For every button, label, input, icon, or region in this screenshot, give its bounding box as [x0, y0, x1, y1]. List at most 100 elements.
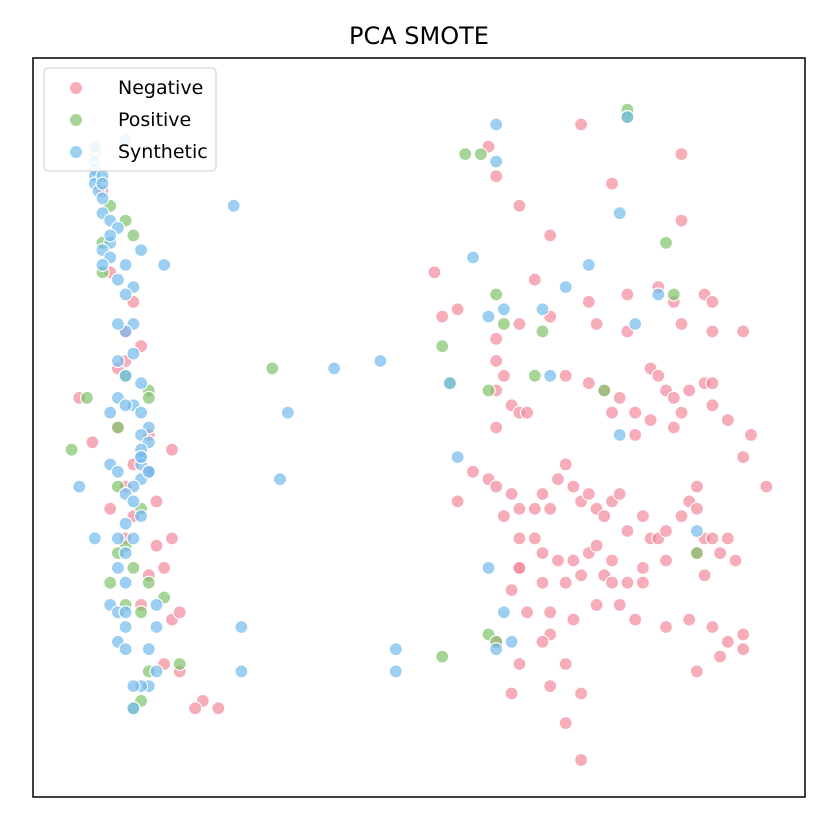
point-negative-137 — [573, 752, 589, 768]
point-negative-142 — [612, 597, 627, 613]
point-negative-162 — [697, 568, 712, 583]
point-negative-65 — [581, 376, 596, 391]
point-positive-4 — [126, 228, 141, 243]
point-negative-53 — [705, 324, 720, 339]
point-synthetic-101 — [689, 523, 705, 539]
point-negative-89 — [496, 509, 511, 524]
point-negative-78 — [720, 413, 735, 428]
point-synthetic-99 — [504, 634, 519, 649]
point-synthetic-15 — [110, 272, 126, 287]
legend-label-positive: Positive — [118, 109, 191, 131]
point-negative-47 — [581, 294, 596, 309]
point-positive-15 — [126, 560, 141, 576]
point-synthetic-14 — [118, 257, 133, 272]
point-negative-116 — [759, 479, 774, 494]
point-synthetic-56 — [149, 619, 164, 635]
point-negative-34 — [573, 117, 589, 132]
point-negative-68 — [604, 405, 620, 420]
point-negative-160 — [658, 553, 674, 568]
point-negative-64 — [558, 368, 573, 383]
point-synthetic-88 — [581, 257, 596, 272]
point-negative-111 — [689, 501, 705, 516]
point-negative-125 — [604, 575, 620, 590]
point-positive-8 — [79, 390, 95, 405]
point-negative-135 — [573, 686, 589, 701]
point-synthetic-89 — [612, 206, 627, 221]
point-negative-119 — [527, 531, 542, 546]
point-negative-146 — [705, 619, 720, 635]
point-synthetic-96 — [465, 250, 481, 265]
point-negative-40 — [435, 309, 450, 324]
legend-marker-negative — [69, 81, 83, 95]
point-negative-126 — [620, 575, 635, 590]
point-positive-9 — [64, 442, 79, 457]
point-negative-131 — [504, 582, 519, 598]
point-synthetic-37 — [118, 516, 133, 531]
point-negative-9 — [149, 538, 164, 553]
legend-label-synthetic: Synthetic — [118, 141, 208, 163]
point-negative-20 — [164, 442, 180, 457]
point-negative-155 — [566, 612, 581, 627]
point-synthetic-60 — [87, 531, 102, 546]
point-negative-153 — [504, 686, 519, 701]
point-negative-52 — [705, 294, 720, 309]
point-positive-32 — [666, 287, 681, 302]
point-synthetic-94 — [489, 154, 504, 169]
point-synthetic-72 — [141, 464, 156, 479]
point-synthetic-62 — [118, 398, 133, 413]
point-synthetic-90 — [628, 316, 643, 332]
legend: Negative Positive Synthetic — [43, 67, 217, 172]
point-positive-39 — [527, 368, 542, 383]
point-synthetic-70 — [103, 405, 118, 420]
point-synthetic-55 — [149, 597, 164, 613]
points-layer — [64, 102, 774, 768]
point-synthetic-54 — [126, 701, 141, 716]
point-negative-139 — [535, 634, 550, 649]
point-negative-54 — [736, 324, 751, 339]
point-negative-42 — [489, 331, 504, 346]
point-negative-157 — [604, 553, 620, 568]
point-negative-95 — [558, 457, 573, 472]
point-negative-92 — [535, 486, 550, 502]
point-synthetic-69 — [103, 228, 118, 243]
point-negative-37 — [674, 213, 689, 228]
point-negative-83 — [643, 413, 658, 428]
point-synthetic-42 — [118, 575, 133, 590]
point-negative-84 — [628, 427, 643, 442]
point-positive-11 — [141, 390, 156, 405]
point-negative-163 — [712, 545, 728, 561]
point-negative-164 — [512, 560, 527, 576]
point-negative-134 — [558, 656, 573, 672]
point-synthetic-46 — [118, 619, 133, 635]
point-negative-120 — [535, 545, 550, 561]
point-negative-158 — [589, 538, 604, 553]
point-synthetic-48 — [118, 642, 133, 657]
point-negative-71 — [651, 368, 666, 383]
point-negative-1 — [85, 435, 100, 450]
point-synthetic-87 — [558, 280, 573, 295]
point-negative-121 — [550, 553, 566, 568]
point-synthetic-81 — [388, 642, 403, 657]
point-negative-23 — [172, 605, 187, 620]
point-negative-140 — [543, 605, 558, 620]
point-negative-25 — [211, 701, 226, 716]
point-synthetic-24 — [134, 405, 149, 420]
series-synthetic — [72, 109, 705, 716]
point-positive-7 — [110, 420, 126, 435]
point-synthetic-71 — [134, 450, 149, 465]
point-synthetic-97 — [481, 560, 496, 576]
point-negative-136 — [558, 715, 573, 731]
point-negative-73 — [666, 390, 681, 405]
point-positive-34 — [496, 316, 511, 332]
point-negative-93 — [543, 501, 558, 516]
point-synthetic-86 — [535, 302, 550, 317]
point-negative-108 — [674, 509, 689, 524]
point-synthetic-74 — [280, 405, 295, 420]
point-negative-82 — [666, 420, 681, 435]
point-synthetic-82 — [388, 664, 403, 679]
point-negative-81 — [705, 376, 720, 391]
point-negative-61 — [489, 420, 504, 435]
point-negative-159 — [635, 560, 651, 576]
point-negative-94 — [550, 472, 566, 487]
